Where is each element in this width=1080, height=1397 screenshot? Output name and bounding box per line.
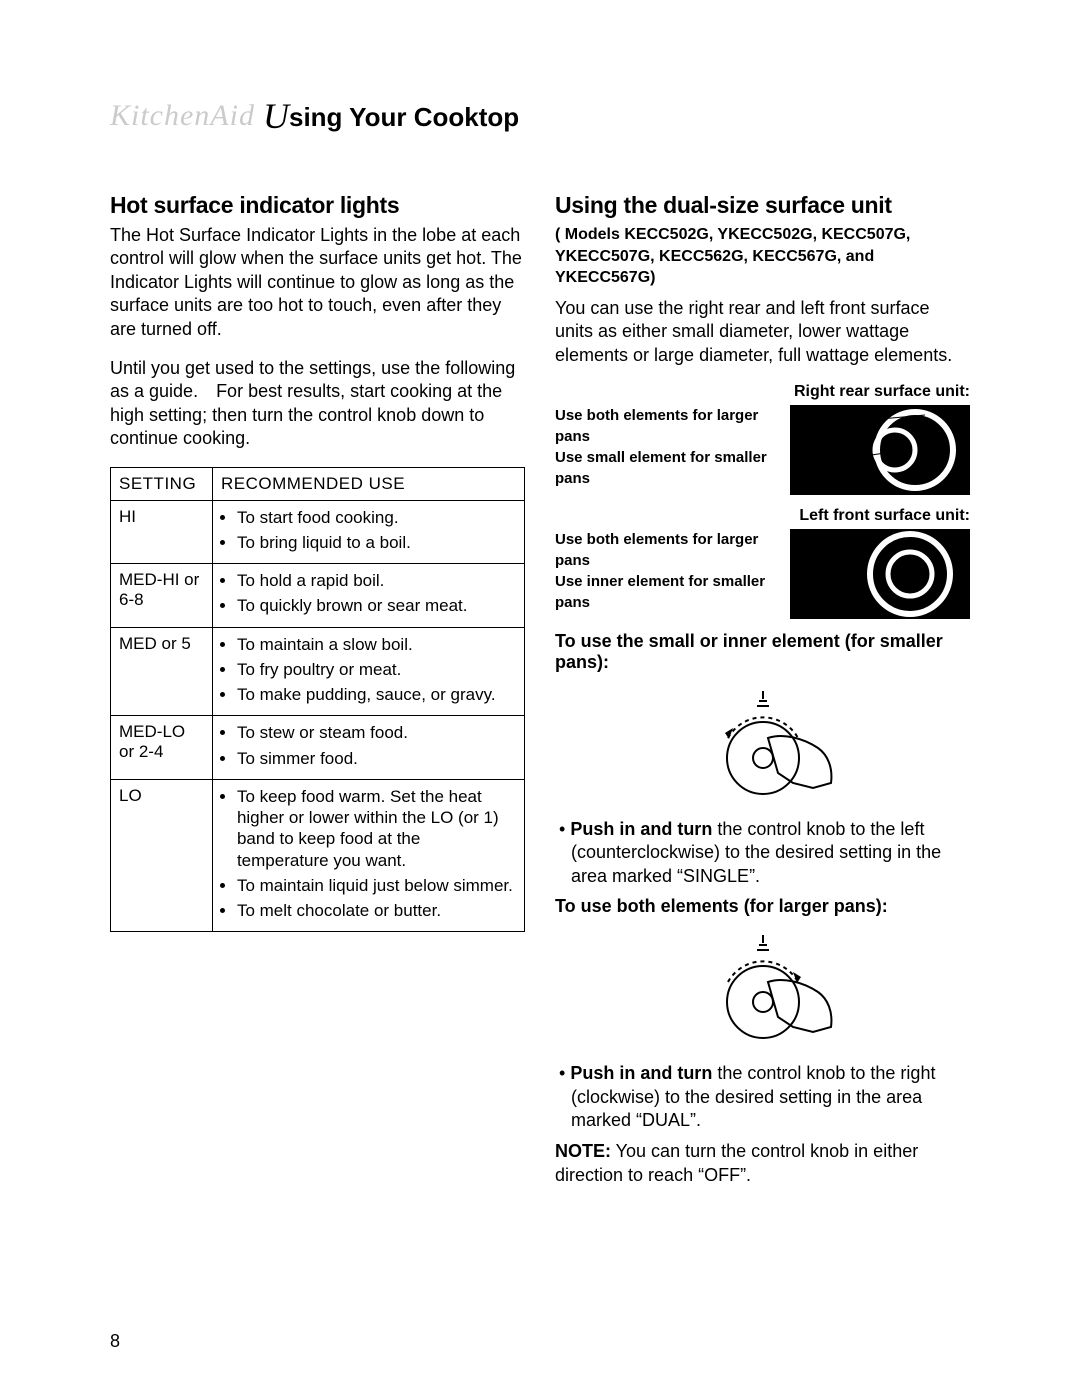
knob-cw-illustration [555, 927, 970, 1052]
small-bullet-bold: Push in and turn [570, 819, 712, 839]
use-item: To hold a rapid boil. [237, 570, 516, 591]
use-item: To keep food warm. Set the heat higher o… [237, 786, 516, 871]
note-text: NOTE: You can turn the control knob in e… [555, 1140, 970, 1187]
use-cell: To hold a rapid boil. To quickly brown o… [212, 564, 524, 628]
use-cell: To start food cooking. To bring liquid t… [212, 500, 524, 564]
use-item: To stew or steam food. [237, 722, 516, 743]
both-bullet-bold: Push in and turn [570, 1063, 712, 1083]
hot-surface-heading: Hot surface indicator lights [110, 192, 525, 219]
title-cap: U [263, 96, 289, 136]
left-column: Hot surface indicator lights The Hot Sur… [110, 192, 525, 1203]
use-item: To melt chocolate or butter. [237, 900, 516, 921]
unit2-block: Use both elements for larger pans Use in… [555, 529, 970, 619]
use-cell: To stew or steam food. To simmer food. [212, 716, 524, 780]
use-item: To bring liquid to a boil. [237, 532, 516, 553]
use-item: To make pudding, sauce, or gravy. [237, 684, 516, 705]
title-text: Using Your Cooktop [263, 95, 519, 137]
table-row: HI To start food cooking. To bring liqui… [111, 500, 525, 564]
knob-ccw-illustration [555, 683, 970, 808]
dual-intro: You can use the right rear and left fron… [555, 297, 970, 367]
unit1-block: Use both elements for larger pans Use sm… [555, 405, 970, 495]
unit2-title: Left front surface unit: [555, 507, 970, 525]
use-cell: To keep food warm. Set the heat higher o… [212, 779, 524, 932]
unit2-label1: Use both elements for larger pans [555, 529, 780, 571]
hot-surface-para1: The Hot Surface Indicator Lights in the … [110, 224, 525, 341]
table-row: MED-LO or 2-4 To stew or steam food. To … [111, 716, 525, 780]
col-setting: SETTING [111, 467, 213, 500]
page: KitchenAid Using Your Cooktop Hot surfac… [0, 0, 1080, 1243]
page-title: KitchenAid Using Your Cooktop [110, 95, 970, 137]
title-rest: sing Your Cooktop [289, 102, 519, 132]
setting-cell: LO [111, 779, 213, 932]
unit1-label1: Use both elements for larger pans [555, 405, 780, 447]
dual-size-heading: Using the dual-size surface unit [555, 192, 970, 219]
setting-cell: HI [111, 500, 213, 564]
use-item: To maintain liquid just below simmer. [237, 875, 516, 896]
use-cell: To maintain a slow boil. To fry poultry … [212, 627, 524, 716]
col-use: RECOMMENDED USE [212, 467, 524, 500]
right-column: Using the dual-size surface unit ( Model… [555, 192, 970, 1203]
unit2-label2: Use inner element for smaller pans [555, 571, 780, 613]
unit1-label2: Use small element for smaller pans [555, 447, 780, 489]
settings-table: SETTING RECOMMENDED USE HI To start food… [110, 467, 525, 933]
unit2-diagram [790, 529, 970, 619]
models-list: ( Models KECC502G, YKECC502G, KECC507G, … [555, 224, 970, 289]
table-header-row: SETTING RECOMMENDED USE [111, 467, 525, 500]
use-item: To simmer food. [237, 748, 516, 769]
use-item: To start food cooking. [237, 507, 516, 528]
unit2-labels: Use both elements for larger pans Use in… [555, 529, 780, 613]
hot-surface-para2: Until you get used to the settings, use … [110, 357, 525, 451]
table-row: LO To keep food warm. Set the heat highe… [111, 779, 525, 932]
columns: Hot surface indicator lights The Hot Sur… [110, 192, 970, 1203]
brand-logo: KitchenAid [110, 99, 255, 133]
small-element-heading: To use the small or inner element (for s… [555, 631, 970, 673]
setting-cell: MED-LO or 2-4 [111, 716, 213, 780]
use-item: To maintain a slow boil. [237, 634, 516, 655]
unit1-diagram [790, 405, 970, 495]
use-item: To fry poultry or meat. [237, 659, 516, 680]
use-item: To quickly brown or sear meat. [237, 595, 516, 616]
note-bold: NOTE: [555, 1141, 611, 1161]
both-elements-heading: To use both elements (for larger pans): [555, 896, 970, 917]
both-bullet: • Push in and turn the control knob to t… [555, 1062, 970, 1132]
setting-cell: MED-HI or 6-8 [111, 564, 213, 628]
table-row: MED or 5 To maintain a slow boil. To fry… [111, 627, 525, 716]
unit1-labels: Use both elements for larger pans Use sm… [555, 405, 780, 489]
table-row: MED-HI or 6-8 To hold a rapid boil. To q… [111, 564, 525, 628]
small-bullet: • Push in and turn the control knob to t… [555, 818, 970, 888]
setting-cell: MED or 5 [111, 627, 213, 716]
unit1-title: Right rear surface unit: [555, 383, 970, 401]
page-number: 8 [110, 1331, 120, 1352]
